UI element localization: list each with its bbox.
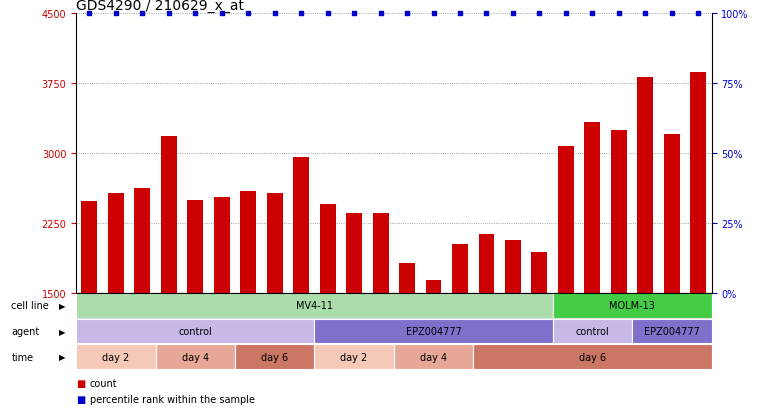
Bar [235, 344, 314, 369]
Point [269, 11, 281, 18]
Bar [394, 344, 473, 369]
Bar [81, 202, 97, 413]
Bar [479, 234, 495, 413]
Bar [558, 146, 574, 413]
Text: ▶: ▶ [59, 352, 65, 361]
Text: ■: ■ [76, 378, 85, 388]
Bar [187, 201, 203, 413]
Point [215, 11, 228, 18]
Text: time: time [11, 352, 33, 362]
Text: percentile rank within the sample: percentile rank within the sample [90, 394, 255, 404]
Text: day 2: day 2 [102, 352, 129, 362]
Bar [76, 344, 155, 369]
Bar [664, 135, 680, 413]
Point [454, 11, 466, 18]
Text: day 6: day 6 [579, 352, 606, 362]
Bar [314, 319, 552, 344]
Bar [320, 205, 336, 413]
Point [242, 11, 254, 18]
Point [374, 11, 387, 18]
Bar [473, 344, 712, 369]
Bar [108, 194, 124, 413]
Bar [293, 157, 309, 413]
Point [533, 11, 546, 18]
Point [560, 11, 572, 18]
Text: EPZ004777: EPZ004777 [406, 326, 461, 336]
Bar [611, 131, 627, 413]
Point [586, 11, 598, 18]
Point [693, 11, 705, 18]
Text: cell line: cell line [11, 301, 49, 311]
Text: agent: agent [11, 326, 40, 336]
Bar [76, 319, 314, 344]
Bar [155, 344, 235, 369]
Point [322, 11, 334, 18]
Point [348, 11, 360, 18]
Bar [135, 189, 150, 413]
Text: day 4: day 4 [182, 352, 209, 362]
Point [666, 11, 678, 18]
Point [136, 11, 148, 18]
Bar [214, 197, 230, 413]
Bar [240, 192, 256, 413]
Point [110, 11, 122, 18]
Bar [373, 213, 389, 413]
Point [163, 11, 175, 18]
Text: MV4-11: MV4-11 [296, 301, 333, 311]
Text: day 6: day 6 [261, 352, 288, 362]
Bar [76, 293, 552, 318]
Bar [399, 263, 415, 413]
Bar [552, 319, 632, 344]
Point [613, 11, 625, 18]
Text: ▶: ▶ [59, 327, 65, 336]
Point [295, 11, 307, 18]
Bar [346, 214, 362, 413]
Point [83, 11, 95, 18]
Bar [632, 319, 712, 344]
Text: count: count [90, 378, 117, 388]
Bar [505, 241, 521, 413]
Text: EPZ004777: EPZ004777 [644, 326, 700, 336]
Bar [267, 194, 282, 413]
Text: day 4: day 4 [420, 352, 447, 362]
Point [189, 11, 202, 18]
Bar [584, 123, 600, 413]
Text: control: control [575, 326, 610, 336]
Bar [161, 137, 177, 413]
Point [401, 11, 413, 18]
Text: day 2: day 2 [340, 352, 368, 362]
Bar [690, 73, 706, 413]
Bar [452, 244, 468, 413]
Point [639, 11, 651, 18]
Point [507, 11, 519, 18]
Text: GDS4290 / 210629_x_at: GDS4290 / 210629_x_at [76, 0, 244, 14]
Bar [638, 78, 653, 413]
Text: ■: ■ [76, 394, 85, 404]
Point [480, 11, 492, 18]
Bar [314, 344, 394, 369]
Bar [552, 293, 712, 318]
Point [428, 11, 440, 18]
Text: control: control [178, 326, 212, 336]
Bar [425, 280, 441, 413]
Text: MOLM-13: MOLM-13 [609, 301, 655, 311]
Bar [531, 252, 547, 413]
Text: ▶: ▶ [59, 301, 65, 310]
